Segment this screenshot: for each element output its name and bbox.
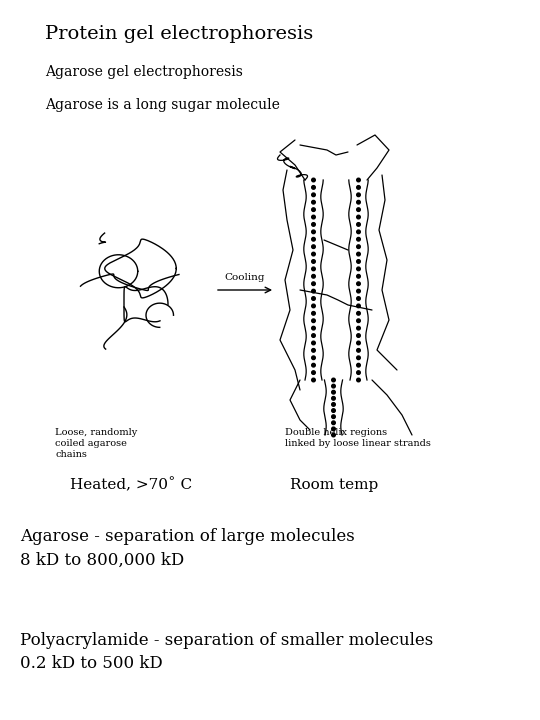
Circle shape (312, 282, 315, 286)
Text: Room temp: Room temp (290, 478, 378, 492)
Circle shape (312, 289, 315, 293)
Circle shape (357, 348, 360, 352)
Circle shape (312, 260, 315, 264)
Circle shape (357, 319, 360, 323)
Circle shape (312, 378, 315, 382)
Circle shape (312, 348, 315, 352)
Circle shape (312, 274, 315, 278)
Text: Agarose gel electrophoresis: Agarose gel electrophoresis (45, 65, 243, 79)
Circle shape (357, 364, 360, 367)
Circle shape (312, 356, 315, 359)
Circle shape (312, 341, 315, 345)
Text: Cooling: Cooling (225, 273, 265, 282)
Circle shape (357, 267, 360, 271)
Circle shape (312, 312, 315, 315)
Circle shape (332, 415, 335, 418)
Circle shape (357, 252, 360, 256)
Circle shape (357, 222, 360, 226)
Circle shape (357, 289, 360, 293)
Circle shape (357, 334, 360, 338)
Circle shape (312, 267, 315, 271)
Circle shape (312, 222, 315, 226)
Circle shape (332, 384, 335, 388)
Circle shape (332, 433, 335, 437)
Circle shape (312, 208, 315, 212)
Circle shape (357, 200, 360, 204)
Circle shape (312, 334, 315, 338)
Circle shape (312, 230, 315, 234)
Circle shape (312, 304, 315, 307)
Circle shape (312, 238, 315, 241)
Circle shape (357, 297, 360, 300)
Circle shape (357, 238, 360, 241)
Circle shape (312, 186, 315, 189)
Circle shape (332, 421, 335, 425)
Circle shape (357, 186, 360, 189)
Circle shape (332, 409, 335, 413)
Circle shape (357, 215, 360, 219)
Circle shape (312, 364, 315, 367)
Circle shape (312, 319, 315, 323)
Text: Agarose is a long sugar molecule: Agarose is a long sugar molecule (45, 98, 280, 112)
Circle shape (312, 193, 315, 197)
Circle shape (357, 341, 360, 345)
Text: Protein gel electrophoresis: Protein gel electrophoresis (45, 25, 313, 43)
Circle shape (312, 252, 315, 256)
Circle shape (332, 402, 335, 406)
Circle shape (312, 326, 315, 330)
Text: Double helix regions
linked by loose linear strands: Double helix regions linked by loose lin… (285, 428, 431, 448)
Circle shape (332, 427, 335, 431)
Circle shape (312, 297, 315, 300)
Text: Agarose - separation of large molecules
8 kD to 800,000 kD: Agarose - separation of large molecules … (20, 528, 355, 569)
Text: Polyacrylamide - separation of smaller molecules
0.2 kD to 500 kD: Polyacrylamide - separation of smaller m… (20, 632, 433, 672)
Circle shape (312, 179, 315, 181)
Circle shape (332, 390, 335, 394)
Circle shape (357, 326, 360, 330)
Circle shape (332, 397, 335, 400)
Circle shape (357, 378, 360, 382)
Circle shape (357, 356, 360, 359)
Circle shape (357, 260, 360, 264)
Text: Heated, >70˚ C: Heated, >70˚ C (70, 478, 192, 492)
Circle shape (357, 208, 360, 212)
Circle shape (357, 179, 360, 181)
Circle shape (312, 215, 315, 219)
Circle shape (357, 282, 360, 286)
Circle shape (332, 378, 335, 382)
Circle shape (357, 312, 360, 315)
Circle shape (312, 245, 315, 248)
Circle shape (357, 193, 360, 197)
Circle shape (357, 230, 360, 234)
Circle shape (357, 274, 360, 278)
Circle shape (357, 304, 360, 307)
Text: Loose, randomly
coiled agarose
chains: Loose, randomly coiled agarose chains (55, 428, 137, 459)
Circle shape (357, 245, 360, 248)
Circle shape (312, 200, 315, 204)
Circle shape (357, 371, 360, 374)
Circle shape (312, 371, 315, 374)
